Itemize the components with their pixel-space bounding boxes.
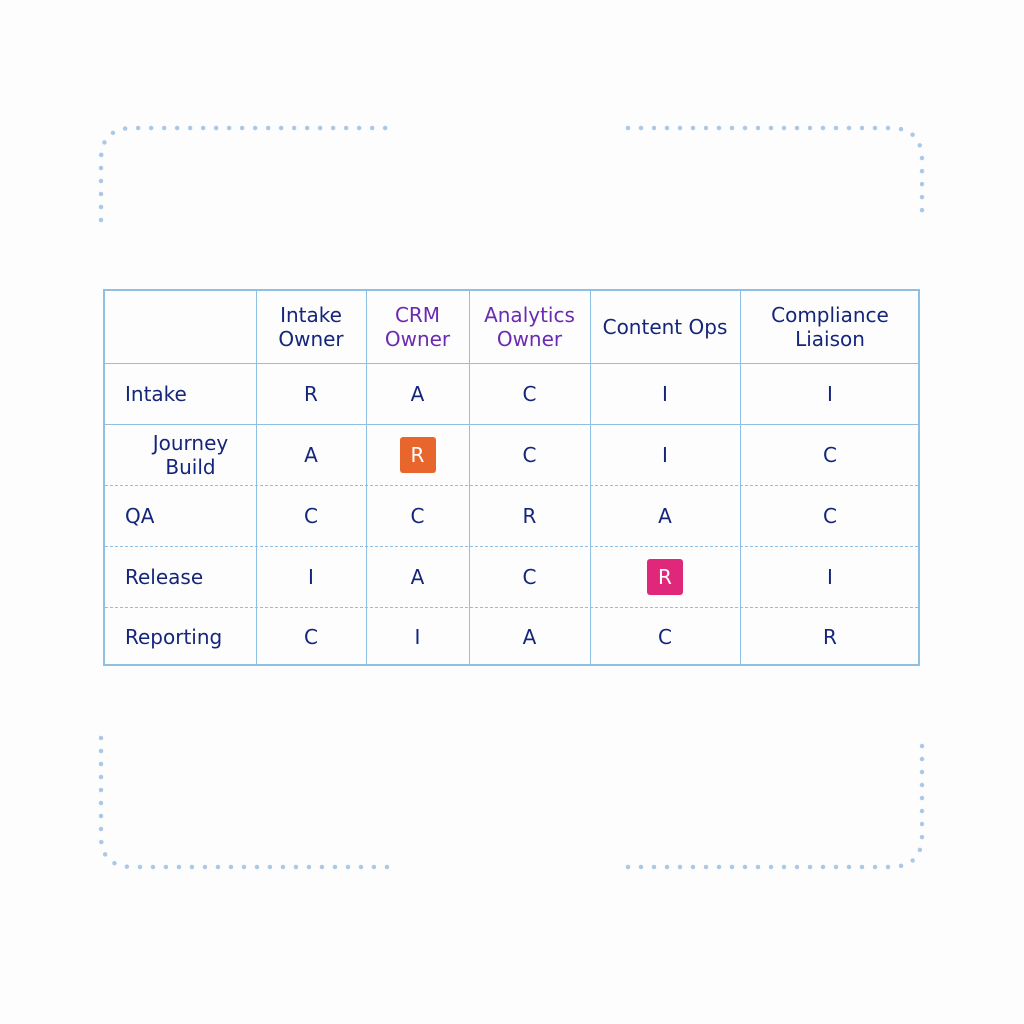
column-header-label: Compliance Liaison — [771, 303, 889, 351]
raci-value: C — [522, 564, 537, 589]
raci-value: C — [522, 442, 537, 467]
column-header: Content Ops — [590, 291, 740, 363]
column-header: Analytics Owner — [469, 291, 590, 363]
raci-cell: R — [366, 424, 469, 485]
corner-top-right — [625, 125, 925, 223]
column-divider — [469, 291, 470, 664]
row-label: Reporting — [125, 624, 223, 649]
raci-cell: C — [256, 607, 366, 666]
raci-cell: C — [590, 607, 740, 666]
raci-cell: C — [469, 363, 590, 424]
raci-value: A — [410, 564, 425, 589]
raci-value: C — [410, 503, 425, 528]
row-label: Intake — [125, 381, 187, 406]
corner-top-left — [98, 125, 398, 223]
raci-value: C — [304, 503, 318, 528]
raci-value: R — [823, 624, 837, 649]
raci-cell: C — [256, 485, 366, 546]
raci-value: C — [304, 624, 318, 649]
raci-value: I — [308, 564, 314, 589]
column-divider — [256, 291, 257, 664]
raci-cell: I — [256, 546, 366, 607]
raci-cell: I — [740, 546, 920, 607]
raci-value: I — [662, 442, 668, 467]
raci-value: R — [304, 381, 318, 406]
row-divider — [105, 424, 918, 425]
raci-cell: A — [366, 546, 469, 607]
raci-cell: A — [256, 424, 366, 485]
row-label: Journey Build — [152, 430, 229, 479]
row-divider — [105, 607, 918, 608]
raci-value: I — [662, 381, 668, 406]
raci-value: R — [522, 503, 537, 528]
column-header-label: Analytics Owner — [484, 303, 575, 351]
raci-cell: A — [366, 363, 469, 424]
column-header: Intake Owner — [256, 291, 366, 363]
raci-cell: R — [469, 485, 590, 546]
raci-value: C — [823, 503, 837, 528]
column-header: Compliance Liaison — [740, 291, 920, 363]
column-divider — [366, 291, 367, 664]
row-label: QA — [125, 503, 155, 528]
raci-cell: A — [469, 607, 590, 666]
raci-value: I — [414, 624, 421, 649]
highlighted-raci-value: R — [399, 436, 436, 473]
raci-value: A — [410, 381, 425, 406]
row-divider — [105, 485, 918, 486]
highlighted-raci-value: R — [647, 558, 683, 595]
raci-matrix: Intake Owner CRM Owner Analytics Owner Cont… — [103, 289, 920, 666]
column-header-label: CRM Owner — [384, 303, 451, 351]
raci-value: A — [658, 503, 672, 528]
row-divider — [105, 363, 918, 364]
corner-bottom-right — [625, 735, 925, 870]
raci-cell: R — [590, 546, 740, 607]
raci-cell: I — [366, 607, 469, 666]
raci-value: A — [304, 442, 318, 467]
raci-value: C — [658, 624, 672, 649]
row-divider — [105, 546, 918, 547]
column-divider — [740, 291, 741, 664]
raci-cell: C — [366, 485, 469, 546]
raci-cell: I — [590, 363, 740, 424]
column-header-label: Content Ops — [602, 315, 728, 339]
raci-cell: R — [740, 607, 920, 666]
raci-cell: A — [590, 485, 740, 546]
raci-cell: C — [469, 424, 590, 485]
raci-cell: R — [256, 363, 366, 424]
column-header-label: Intake Owner — [278, 303, 344, 351]
column-header — [105, 291, 256, 363]
raci-value: A — [522, 624, 537, 649]
raci-value: C — [522, 381, 537, 406]
raci-value: I — [827, 381, 833, 406]
raci-cell: C — [740, 485, 920, 546]
raci-value: I — [827, 564, 833, 589]
raci-cell: C — [740, 424, 920, 485]
corner-bottom-left — [98, 735, 398, 870]
raci-value: C — [823, 442, 837, 467]
raci-cell: I — [590, 424, 740, 485]
raci-cell: I — [740, 363, 920, 424]
column-divider — [590, 291, 591, 664]
raci-cell: C — [469, 546, 590, 607]
column-header: CRM Owner — [366, 291, 469, 363]
row-label: Release — [125, 564, 204, 589]
